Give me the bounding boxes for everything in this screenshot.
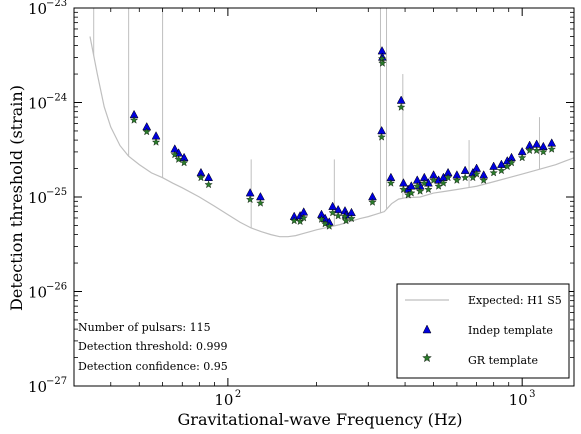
gr-template-point (334, 211, 343, 220)
gr-template-point (317, 215, 326, 223)
y-tick-exponent: −27 (46, 376, 67, 387)
legend-swatch-gr (422, 352, 432, 363)
gr-template-point (347, 214, 356, 223)
gr-template-point (434, 181, 443, 190)
y-tick-label: 10 (28, 378, 47, 396)
gr-template-point (468, 173, 477, 182)
gr-template-point (151, 137, 161, 146)
gr-template-point (174, 155, 183, 163)
gr-template-point (407, 188, 416, 197)
gr-template-point (452, 176, 461, 184)
legend-label-gr: GR template (468, 354, 538, 367)
y-axis-label-group: Detection threshold (strain) (7, 85, 26, 311)
gr-template-point (532, 146, 541, 155)
y-axis-label: Detection threshold (strain) (7, 85, 26, 311)
x-tick-exponent: 3 (529, 389, 535, 400)
gr-template-point (341, 216, 351, 225)
noise-spectrum-group (89, 8, 574, 238)
y-tick-exponent: −24 (46, 93, 67, 104)
gr-template-markers (129, 54, 556, 230)
gr-template-point (256, 198, 265, 207)
annotation-threshold: Detection threshold: 0.999 (78, 340, 227, 353)
y-tick-label: 10 (28, 189, 47, 207)
gr-template-point (325, 221, 334, 230)
gr-template-point (180, 158, 189, 167)
y-tick-label: 10 (28, 0, 47, 18)
gr-template-point (204, 180, 213, 189)
gr-template-point (489, 168, 498, 177)
gr-template-point (547, 144, 556, 153)
gr-template-point (439, 178, 448, 187)
legend-label-indep: Indep template (468, 324, 553, 337)
noise-spectrum-curve (89, 36, 574, 238)
y-tick-exponent: −25 (46, 187, 67, 198)
gr-template-point (246, 195, 255, 204)
gr-template-point (377, 132, 386, 141)
legend: Expected: H1 S5 Indep template GR templa… (396, 283, 570, 379)
gr-template-point (340, 212, 350, 221)
annotation-pulsars: Number of pulsars: 115 (78, 321, 211, 334)
legend-label-expected: Expected: H1 S5 (468, 294, 562, 307)
gr-template-point (321, 219, 330, 228)
gr-template-point (290, 216, 299, 225)
legend-swatch-indep (422, 324, 432, 334)
gr-template-point (525, 146, 534, 155)
plot-area (89, 8, 574, 238)
gr-template-point (461, 173, 470, 182)
x-axis-label: Gravitational-wave Frequency (Hz) (178, 410, 463, 429)
y-tick-label: 10 (28, 95, 47, 113)
gr-template-point (196, 173, 206, 182)
gr-template-point (472, 169, 481, 178)
gr-template-point (299, 213, 308, 222)
y-tick-label: 10 (28, 284, 47, 302)
x-tick-label: 10 (509, 391, 528, 409)
gr-template-point (378, 58, 387, 67)
gr-template-point (539, 147, 548, 156)
gr-template-point (420, 178, 429, 187)
gr-template-point (497, 166, 506, 175)
gr-template-point (129, 115, 139, 124)
x-tick-exponent: 2 (235, 389, 241, 400)
y-tick-exponent: −26 (46, 282, 67, 293)
y-tick-exponent: −23 (46, 0, 67, 9)
gr-template-point (170, 150, 179, 159)
gr-template-point (142, 127, 151, 136)
x-tick-label: 10 (214, 391, 233, 409)
gr-template-point (443, 173, 453, 182)
gr-template-point (413, 181, 422, 190)
gr-template-point (479, 176, 488, 184)
annotation-block: Number of pulsars: 115 Detection thresho… (78, 321, 228, 373)
gr-template-point (397, 102, 406, 111)
gr-template-point (368, 197, 377, 206)
gr-template-point (386, 178, 395, 187)
gr-template-point (429, 176, 438, 184)
gr-template-point (416, 186, 425, 195)
gr-template-point (399, 185, 408, 193)
gr-template-point (328, 208, 337, 217)
gr-template-point (507, 158, 516, 167)
annotation-confidence: Detection confidence: 0.95 (78, 360, 228, 373)
gr-template-point (424, 185, 433, 193)
gr-template-point (518, 153, 527, 162)
